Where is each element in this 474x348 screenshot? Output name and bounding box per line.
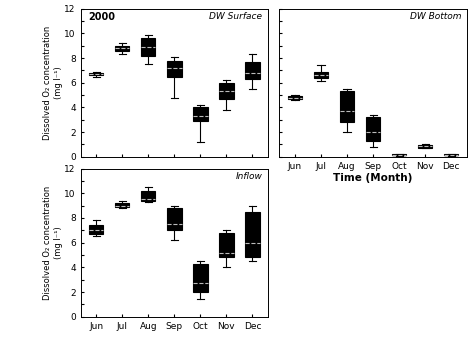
PathPatch shape (246, 62, 260, 79)
PathPatch shape (288, 96, 302, 99)
PathPatch shape (115, 46, 129, 51)
Y-axis label: Dissolved O₂ concentration
(mg l⁻¹): Dissolved O₂ concentration (mg l⁻¹) (43, 26, 63, 140)
Text: DW Surface: DW Surface (210, 12, 263, 21)
PathPatch shape (193, 108, 208, 121)
PathPatch shape (141, 38, 155, 56)
PathPatch shape (340, 92, 354, 122)
PathPatch shape (115, 203, 129, 207)
Text: 2000: 2000 (88, 12, 115, 22)
PathPatch shape (314, 72, 328, 78)
PathPatch shape (418, 145, 432, 148)
X-axis label: Time (Month): Time (Month) (333, 173, 413, 183)
PathPatch shape (444, 154, 458, 155)
PathPatch shape (219, 83, 234, 99)
PathPatch shape (141, 191, 155, 201)
PathPatch shape (89, 226, 103, 234)
PathPatch shape (246, 212, 260, 258)
Text: Inflow: Inflow (236, 172, 263, 181)
Text: DW Bottom: DW Bottom (410, 12, 461, 21)
PathPatch shape (167, 61, 182, 77)
PathPatch shape (167, 208, 182, 230)
PathPatch shape (219, 233, 234, 258)
PathPatch shape (392, 154, 406, 155)
PathPatch shape (193, 264, 208, 292)
PathPatch shape (366, 117, 380, 141)
PathPatch shape (89, 73, 103, 75)
Y-axis label: Dissolved O₂ concentration
(mg l⁻¹): Dissolved O₂ concentration (mg l⁻¹) (43, 185, 63, 300)
